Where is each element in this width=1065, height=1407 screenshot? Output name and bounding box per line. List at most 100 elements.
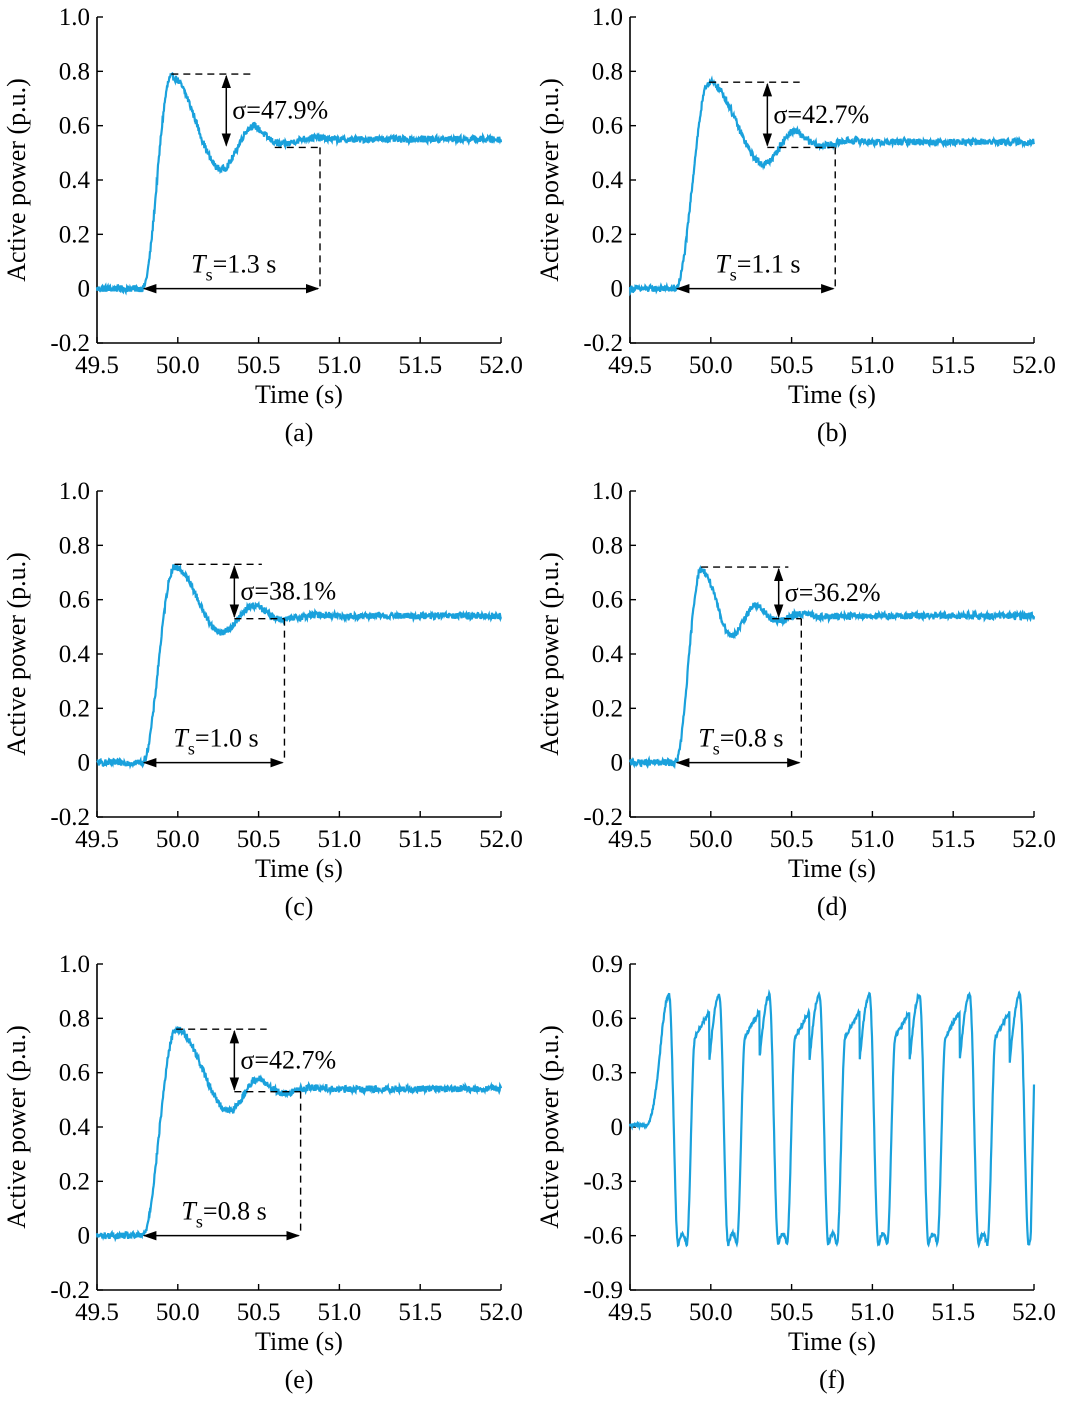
x-axis-label: Time (s) (255, 1327, 343, 1356)
x-tick-label: 50.0 (156, 1299, 200, 1326)
y-tick-label: 0 (611, 750, 624, 777)
y-tick-label: -0.2 (50, 330, 90, 357)
series-line (628, 75, 1036, 297)
settling-symbol: T (715, 250, 731, 279)
x-tick-label: 50.5 (237, 352, 281, 379)
series-line (628, 988, 1036, 1249)
y-axis-label: Active power (p.u.) (535, 552, 564, 756)
panel-caption: (a) (285, 418, 314, 447)
panel-caption: (c) (285, 892, 314, 921)
x-tick-label: 52.0 (479, 352, 523, 379)
y-tick-label: 0.8 (59, 58, 90, 85)
y-tick-label: 0.8 (592, 532, 623, 559)
y-tick-label: 1.0 (59, 478, 90, 505)
x-tick-label: 50.5 (770, 826, 814, 853)
x-tick-label: 51.0 (318, 1299, 362, 1326)
settling-subscript: s (730, 265, 737, 285)
x-tick-label: 49.5 (608, 352, 652, 379)
y-tick-label: 0.4 (592, 167, 624, 194)
x-tick-label: 51.0 (318, 826, 362, 853)
settling-value: =0.8 s (203, 1197, 267, 1226)
settling-subscript: s (196, 1212, 203, 1232)
x-tick-label: 52.0 (1012, 352, 1056, 379)
y-tick-label: 0.4 (592, 641, 624, 668)
x-tick-label: 50.5 (237, 1299, 281, 1326)
y-tick-label: 0.6 (592, 587, 623, 614)
y-tick-label: 0 (611, 1114, 624, 1141)
panel-caption: (d) (817, 892, 847, 921)
x-tick-label: 51.0 (851, 826, 895, 853)
y-tick-label: 0.8 (59, 1005, 90, 1032)
x-tick-label: 50.0 (156, 826, 200, 853)
x-axis-label: Time (s) (255, 854, 343, 883)
settling-label: Ts=0.8 s (698, 724, 783, 759)
y-tick-label: -0.3 (583, 1168, 623, 1195)
y-tick-label: -0.9 (583, 1277, 623, 1304)
y-tick-label: 0.2 (592, 695, 623, 722)
overshoot-label: σ=38.1% (240, 577, 336, 606)
x-tick-label: 51.5 (931, 352, 975, 379)
y-tick-label: 0.9 (592, 951, 623, 978)
y-axis-label: Active power (p.u.) (2, 552, 31, 756)
x-axis-label: Time (s) (788, 1327, 876, 1356)
x-axis-label: Time (s) (788, 854, 876, 883)
series-line (95, 1025, 503, 1243)
x-tick-label: 50.5 (770, 1299, 814, 1326)
panel-caption: (e) (285, 1365, 314, 1394)
settling-label: Ts=0.8 s (181, 1197, 266, 1232)
settling-symbol: T (191, 250, 207, 279)
y-tick-label: -0.2 (583, 804, 623, 831)
x-tick-label: 50.0 (689, 352, 733, 379)
series-line (96, 563, 503, 770)
x-tick-label: 52.0 (479, 826, 523, 853)
x-tick-label: 51.5 (398, 826, 442, 853)
x-tick-label: 52.0 (1012, 1299, 1056, 1326)
y-tick-label: 0.2 (592, 221, 623, 248)
y-tick-label: 0.2 (59, 695, 90, 722)
settling-value: =1.0 s (195, 724, 259, 753)
y-tick-label: 0 (78, 750, 91, 777)
chart-panel-c: -0.2 0 0.2 0.4 0.6 0.8 1.0 49.5 50.0 50.5 51.0 51.5… (2, 478, 523, 921)
settling-subscript: s (206, 265, 213, 285)
overshoot-label: σ=42.7% (240, 1045, 336, 1074)
y-tick-label: 0.8 (59, 532, 90, 559)
y-tick-label: 0 (78, 276, 91, 303)
y-axis-label: Active power (p.u.) (2, 1025, 31, 1229)
overshoot-label: σ=36.2% (785, 578, 881, 607)
x-tick-label: 51.5 (931, 826, 975, 853)
settling-label: Ts=1.0 s (173, 724, 258, 759)
panel-caption: (f) (819, 1365, 845, 1394)
settling-value: =1.1 s (737, 250, 801, 279)
x-tick-label: 52.0 (1012, 826, 1056, 853)
y-tick-label: -0.6 (583, 1223, 623, 1250)
x-axis-label: Time (s) (788, 380, 876, 409)
y-tick-label: 0.2 (59, 221, 90, 248)
y-tick-label: 0.6 (592, 1005, 623, 1032)
x-tick-label: 51.0 (318, 352, 362, 379)
x-tick-label: 49.5 (608, 1299, 652, 1326)
settling-subscript: s (713, 739, 720, 759)
series-line (628, 564, 1036, 770)
x-axis-label: Time (s) (255, 380, 343, 409)
x-tick-label: 50.0 (689, 1299, 733, 1326)
chart-panel-e: -0.2 0 0.2 0.4 0.6 0.8 1.0 49.5 50.0 50.5 51.0 51.5… (2, 951, 523, 1394)
y-tick-label: -0.2 (50, 1277, 90, 1304)
y-axis-label: Active power (p.u.) (535, 1025, 564, 1229)
chart-panel-b: -0.2 0 0.2 0.4 0.6 0.8 1.0 49.5 50.0 50.5 51.0 51.5… (535, 4, 1056, 447)
settling-subscript: s (188, 739, 195, 759)
y-tick-label: 0.4 (59, 641, 91, 668)
y-tick-label: 0 (611, 276, 624, 303)
x-tick-label: 49.5 (608, 826, 652, 853)
y-tick-label: 0.6 (59, 587, 90, 614)
y-tick-label: 0.8 (592, 58, 623, 85)
x-tick-label: 49.5 (75, 826, 119, 853)
y-tick-label: 0 (78, 1223, 91, 1250)
y-axis-label: Active power (p.u.) (535, 78, 564, 282)
y-tick-label: 0.2 (59, 1168, 90, 1195)
overshoot-label: σ=47.9% (232, 96, 328, 125)
settling-symbol: T (173, 724, 189, 753)
series-line (95, 72, 503, 296)
settling-label: Ts=1.1 s (715, 250, 800, 285)
x-tick-label: 49.5 (75, 352, 119, 379)
